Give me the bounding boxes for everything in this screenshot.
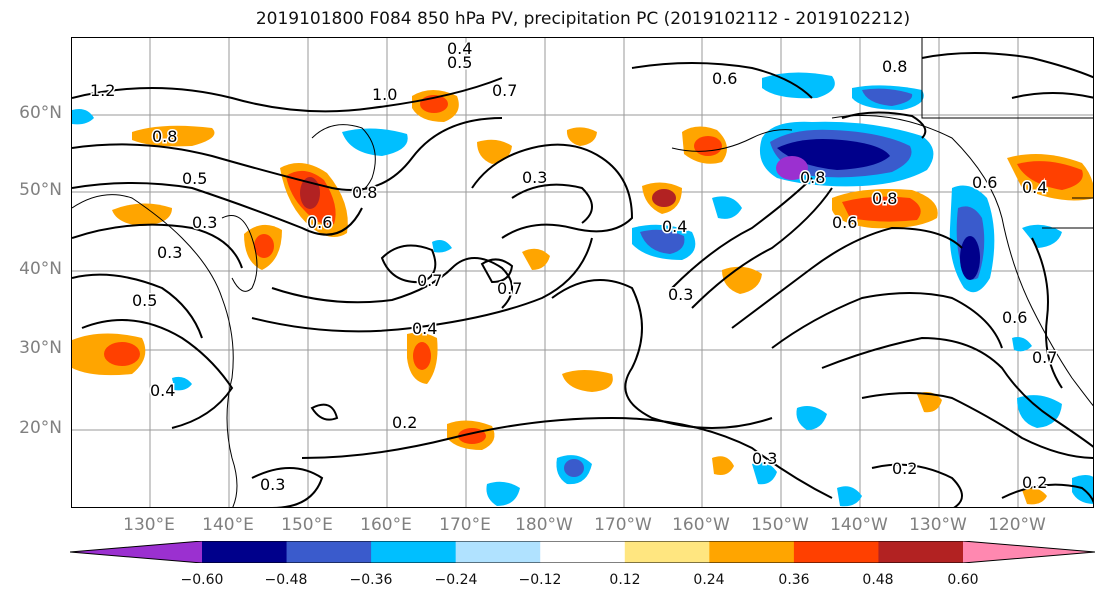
contour-label: 0.4	[412, 319, 437, 338]
map-panel: 1.2 0.8 0.5 1.0 0.4 0.5 0.7 0.6 0.8 0.3 0.8 0.6 0.5 0…	[71, 37, 1094, 508]
lon-label-170e: 170°E	[439, 515, 491, 535]
colorbar-tick: 0.24	[693, 572, 725, 588]
map-canvas: 1.20.80.51.00.40.50.70.60.80.30.80.60.50…	[72, 38, 1093, 507]
colorbar-tick: 0.36	[778, 572, 810, 588]
contour-label: 0.2	[892, 459, 917, 478]
colorbar-tick: 0.60	[947, 572, 979, 588]
colorbar-tick: 0.48	[862, 572, 894, 588]
contour-label: 0.6	[972, 173, 997, 192]
contour-label: 0.6	[307, 213, 332, 232]
pv-contours	[72, 52, 1093, 507]
contour-label: 0.2	[1022, 473, 1047, 492]
lon-label-130w: 130°W	[909, 515, 967, 535]
lat-label-60n: 60°N	[19, 103, 62, 123]
lat-label-30n: 30°N	[19, 338, 62, 358]
map-title: 2019101800 F084 850 hPa PV, precipitatio…	[255, 9, 911, 29]
contour-label: 0.5	[447, 53, 472, 72]
contour-label: 0.3	[668, 285, 693, 304]
contour-label: 0.7	[1032, 348, 1057, 367]
colorbar-extend-min	[70, 541, 202, 563]
contour-label: 0.6	[712, 69, 737, 88]
contour-label: 0.8	[800, 168, 825, 187]
contour-label: 0.3	[157, 243, 182, 262]
contour-label: 0.3	[192, 213, 217, 232]
contour-label: 0.4	[447, 39, 472, 58]
lon-label-140w: 140°W	[830, 515, 888, 535]
colorbar-swatch	[624, 541, 710, 563]
colorbar-swatch	[371, 541, 457, 563]
contour-label: 0.3	[752, 449, 777, 468]
contour-label: 0.7	[417, 271, 442, 290]
lon-label-120w: 120°W	[988, 515, 1046, 535]
contour-label: 0.5	[132, 291, 157, 310]
lon-label-130e: 130°E	[123, 515, 175, 535]
colorbar-graphic	[70, 541, 1095, 563]
contour-label: 0.8	[352, 183, 377, 202]
colorbar-tick: −0.48	[264, 572, 308, 588]
contour-labels: 1.20.80.51.00.40.50.70.60.80.30.80.60.50…	[89, 38, 1059, 496]
coastlines	[72, 38, 1093, 507]
lon-label-140e: 140°E	[202, 515, 254, 535]
graticule	[72, 38, 1093, 507]
lon-label-150w: 150°W	[751, 515, 809, 535]
contour-label: 0.3	[522, 168, 547, 187]
colorbar	[70, 541, 1095, 563]
lat-label-20n: 20°N	[19, 418, 62, 438]
contour-label: 1.0	[372, 85, 397, 104]
contour-label: 0.3	[260, 475, 285, 494]
lat-label-50n: 50°N	[19, 180, 62, 200]
contour-label: 0.7	[492, 81, 517, 100]
lon-label-160e: 160°E	[360, 515, 412, 535]
colorbar-swatch	[709, 541, 795, 563]
colorbar-tick: −0.24	[434, 572, 478, 588]
lon-label-150e: 150°E	[281, 515, 333, 535]
colorbar-tick: −0.36	[349, 572, 393, 588]
contour-label: 0.7	[497, 279, 522, 298]
contour-label: 1.2	[90, 81, 115, 100]
contour-label: 0.8	[152, 127, 177, 146]
colorbar-tick: −0.12	[518, 572, 562, 588]
contour-label: 0.5	[182, 169, 207, 188]
colorbar-extend-max	[963, 541, 1095, 563]
lon-label-160w: 160°W	[672, 515, 730, 535]
colorbar-tick: 0.12	[609, 572, 641, 588]
contour-label: 0.8	[872, 189, 897, 208]
contour-label: 0.4	[1022, 178, 1047, 197]
colorbar-tick: −0.60	[180, 572, 224, 588]
colorbar-swatch	[455, 541, 541, 563]
contour-label: 0.4	[150, 381, 175, 400]
contour-label: 0.6	[1002, 308, 1027, 327]
contour-label: 0.4	[662, 217, 687, 236]
lon-label-180w: 180°W	[515, 515, 573, 535]
colorbar-swatch	[878, 541, 964, 563]
lat-label-40n: 40°N	[19, 259, 62, 279]
precipitation-shading	[72, 72, 1093, 507]
colorbar-swatch	[793, 541, 879, 563]
contour-label: 0.8	[882, 57, 907, 76]
colorbar-swatch	[540, 541, 626, 563]
colorbar-swatch	[286, 541, 372, 563]
colorbar-swatch	[202, 541, 288, 563]
contour-label: 0.6	[832, 213, 857, 232]
contour-label: 0.2	[392, 413, 417, 432]
lon-label-170w: 170°W	[594, 515, 652, 535]
